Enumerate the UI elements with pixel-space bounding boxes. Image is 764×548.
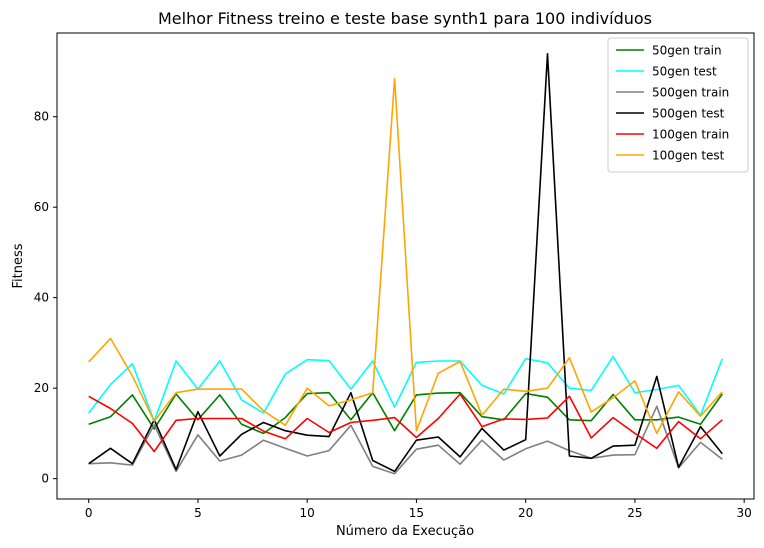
x-tick-label: 10 bbox=[300, 506, 315, 520]
y-tick-label: 0 bbox=[41, 472, 49, 486]
y-tick-label: 40 bbox=[34, 291, 49, 305]
x-axis-label: Número da Execução bbox=[336, 524, 474, 539]
y-tick-label: 80 bbox=[34, 110, 49, 124]
x-tick-label: 15 bbox=[409, 506, 424, 520]
series-line-5 bbox=[88, 77, 723, 435]
y-axis-label: Fitness bbox=[11, 243, 26, 288]
x-axis-ticks: 0 5 10 15 20 25 30 bbox=[85, 499, 752, 520]
x-tick-label: 0 bbox=[85, 506, 93, 520]
legend-label-0: 50gen train bbox=[652, 44, 722, 58]
y-tick-label: 20 bbox=[34, 381, 49, 395]
x-tick-label: 20 bbox=[518, 506, 533, 520]
x-tick-label: 25 bbox=[627, 506, 642, 520]
series-line-1 bbox=[88, 355, 724, 423]
series-line-2 bbox=[88, 405, 723, 475]
y-axis-ticks: 0 20 40 60 80 bbox=[34, 110, 57, 486]
x-tick-label: 30 bbox=[737, 506, 752, 520]
y-tick-label: 60 bbox=[34, 200, 49, 214]
legend-label-2: 500gen train bbox=[652, 86, 729, 100]
x-tick-label: 5 bbox=[194, 506, 202, 520]
series-line-0 bbox=[88, 391, 723, 435]
plot-frame bbox=[56, 32, 755, 500]
legend-label-5: 100gen test bbox=[652, 149, 725, 163]
chart-title: Melhor Fitness treino e teste base synth… bbox=[158, 9, 652, 28]
legend: 50gen train 50gen test 500gen train 500gen … bbox=[607, 37, 749, 173]
legend-label-1: 50gen test bbox=[652, 65, 717, 79]
series-line-3 bbox=[88, 52, 723, 473]
legend-label-3: 500gen test bbox=[652, 107, 725, 121]
legend-label-4: 100gen train bbox=[652, 128, 729, 142]
plot-lines bbox=[88, 52, 724, 475]
series-line-4 bbox=[88, 393, 723, 453]
